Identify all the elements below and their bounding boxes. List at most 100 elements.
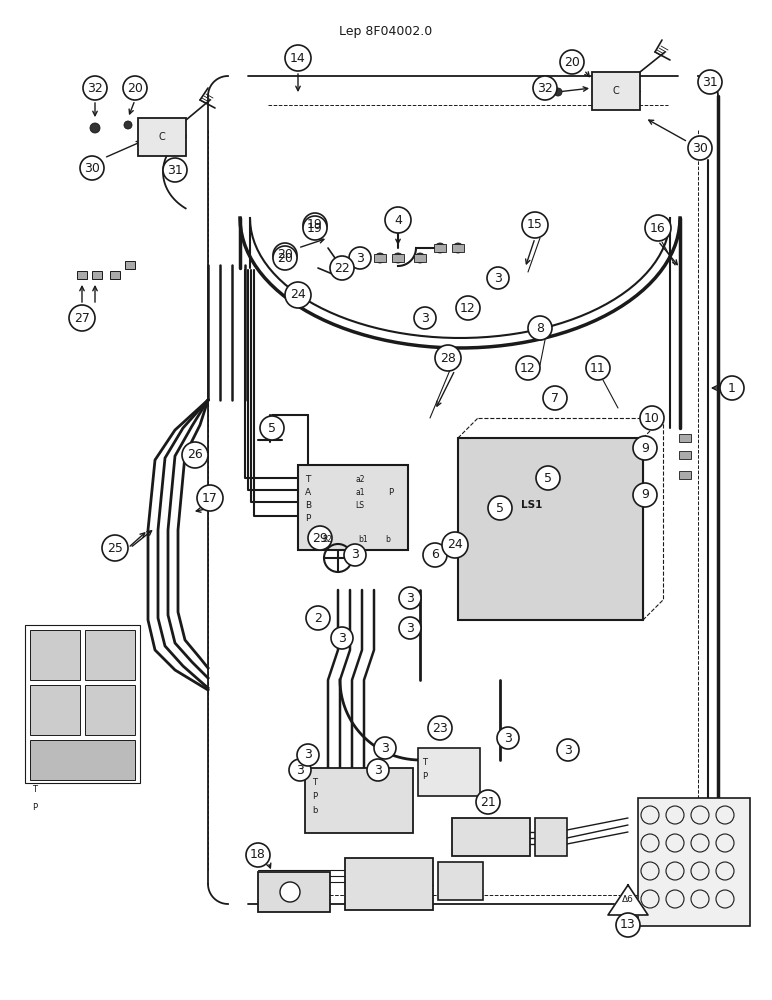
Bar	[25, 625, 140, 783]
Bar	[438, 862, 483, 900]
Circle shape	[522, 212, 548, 238]
Text: 26: 26	[187, 448, 203, 462]
Text: Δ6: Δ6	[622, 896, 634, 904]
Bar	[30, 630, 80, 680]
Bar	[85, 685, 135, 735]
Text: 19: 19	[307, 219, 323, 232]
Circle shape	[246, 843, 270, 867]
Text: 16: 16	[650, 222, 666, 234]
Text: 17: 17	[202, 491, 218, 504]
Bar	[434, 244, 446, 252]
Circle shape	[289, 759, 311, 781]
Text: 5: 5	[268, 422, 276, 434]
Circle shape	[280, 882, 300, 902]
Bar	[638, 798, 750, 926]
Text: 27: 27	[74, 312, 90, 324]
Text: 6: 6	[431, 548, 439, 562]
Circle shape	[456, 296, 480, 320]
Text: 3: 3	[381, 742, 389, 754]
Circle shape	[102, 535, 128, 561]
Circle shape	[90, 123, 100, 133]
Bar	[458, 438, 643, 620]
Circle shape	[399, 617, 421, 639]
Circle shape	[197, 485, 223, 511]
Text: b: b	[312, 806, 317, 815]
Text: 18: 18	[250, 848, 266, 861]
Circle shape	[182, 442, 208, 468]
Circle shape	[331, 627, 353, 649]
Text: 3: 3	[421, 312, 429, 324]
Bar	[374, 254, 386, 262]
Bar	[92, 271, 102, 279]
Circle shape	[476, 790, 500, 814]
Polygon shape	[608, 885, 648, 915]
Circle shape	[533, 76, 557, 100]
Text: 20: 20	[277, 251, 293, 264]
Circle shape	[367, 759, 389, 781]
Text: 21: 21	[480, 796, 496, 808]
Text: 14: 14	[290, 51, 306, 64]
Circle shape	[260, 416, 284, 440]
Circle shape	[554, 88, 562, 96]
Text: LS: LS	[355, 501, 364, 510]
Text: 29: 29	[312, 532, 328, 544]
Circle shape	[124, 121, 132, 129]
Circle shape	[399, 587, 421, 609]
Text: T: T	[32, 786, 37, 794]
Circle shape	[633, 483, 657, 507]
Circle shape	[586, 356, 610, 380]
Circle shape	[330, 256, 354, 280]
Text: C: C	[158, 132, 165, 142]
Text: C: C	[613, 86, 619, 96]
Text: P: P	[422, 772, 427, 781]
Text: 15: 15	[527, 219, 543, 232]
Text: 30: 30	[84, 161, 100, 174]
Text: 28: 28	[440, 352, 456, 364]
Circle shape	[528, 316, 552, 340]
Text: 30: 30	[692, 141, 708, 154]
Circle shape	[83, 76, 107, 100]
Bar	[392, 254, 404, 262]
Circle shape	[487, 267, 509, 289]
Circle shape	[393, 253, 403, 263]
Bar	[85, 630, 135, 680]
Circle shape	[415, 253, 425, 263]
Text: 32: 32	[537, 82, 553, 95]
Text: 13: 13	[620, 918, 636, 932]
Circle shape	[163, 158, 187, 182]
Text: 31: 31	[702, 76, 718, 89]
Text: B: B	[305, 501, 311, 510]
Bar	[110, 271, 120, 279]
Bar	[535, 818, 567, 856]
Circle shape	[633, 436, 657, 460]
Text: 3: 3	[406, 621, 414, 635]
Text: 3: 3	[374, 764, 382, 776]
Text: 3: 3	[304, 748, 312, 762]
Bar	[298, 465, 408, 550]
Text: 3: 3	[564, 744, 572, 756]
Circle shape	[69, 305, 95, 331]
Circle shape	[428, 716, 452, 740]
Text: 12: 12	[520, 361, 536, 374]
Circle shape	[285, 282, 311, 308]
Bar	[679, 451, 691, 459]
Circle shape	[698, 70, 722, 94]
Circle shape	[645, 215, 671, 241]
Text: 24: 24	[290, 288, 306, 302]
Circle shape	[640, 406, 664, 430]
Circle shape	[349, 247, 371, 269]
Text: b1: b1	[358, 535, 367, 544]
Text: P: P	[312, 792, 317, 801]
Circle shape	[688, 136, 712, 160]
Circle shape	[543, 386, 567, 410]
Text: 11: 11	[590, 361, 606, 374]
Bar	[258, 872, 330, 912]
Text: 3: 3	[504, 732, 512, 744]
Text: 8: 8	[536, 322, 544, 334]
Text: 23: 23	[432, 722, 448, 734]
Text: B2: B2	[322, 535, 332, 544]
Text: 3: 3	[338, 632, 346, 645]
Text: 20: 20	[564, 55, 580, 68]
Circle shape	[557, 739, 579, 761]
Text: P: P	[305, 514, 310, 523]
